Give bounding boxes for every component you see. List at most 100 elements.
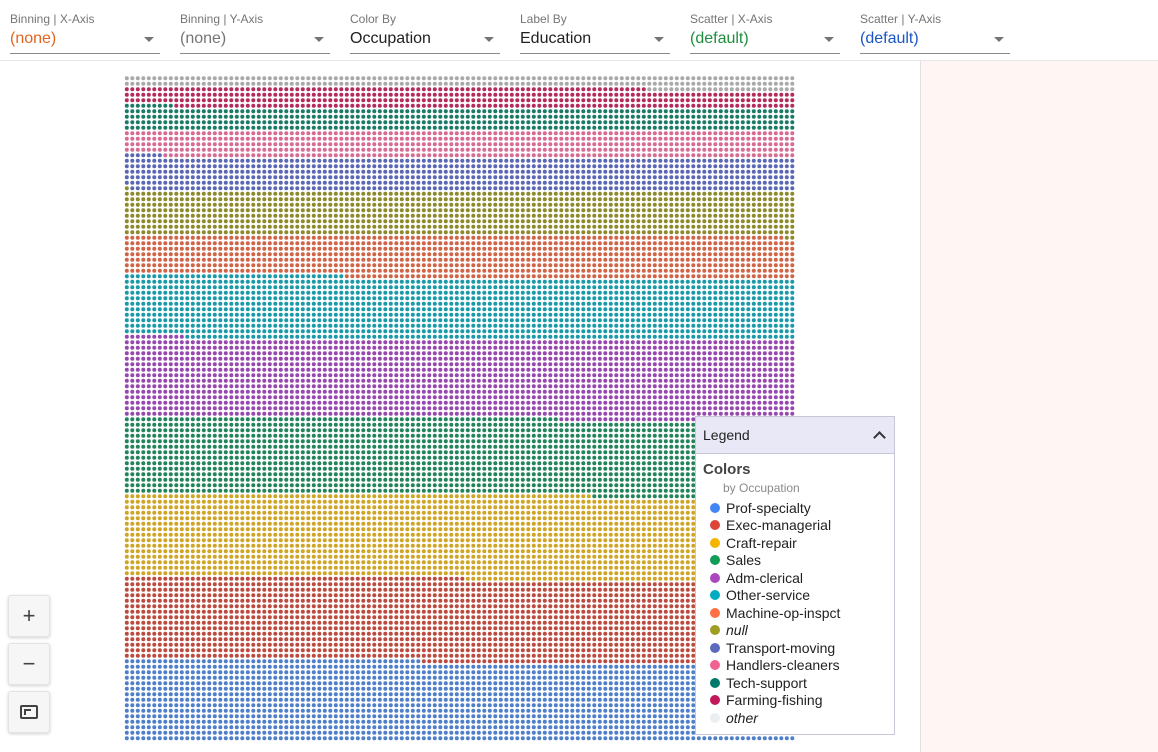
color-by-label: Color By xyxy=(350,12,397,26)
binning-y-axis-label: Binning | Y-Axis xyxy=(180,12,264,26)
dropdown-underline xyxy=(520,53,670,54)
dot-group-machine-op-inspct xyxy=(124,235,795,279)
plus-icon: + xyxy=(22,603,36,628)
legend-color-dot xyxy=(710,642,720,653)
dot-group-other xyxy=(124,76,795,92)
legend-color-dot xyxy=(710,712,720,723)
dot-grid xyxy=(124,76,795,741)
scatter-x-axis-label: Scatter | X-Axis xyxy=(690,12,773,26)
fit-to-screen-button[interactable] xyxy=(8,691,50,733)
legend-item-label: Other-service xyxy=(726,587,811,604)
dropdown-underline xyxy=(690,53,840,54)
legend-list: Prof-specialty Exec-managerial Craft-repai… xyxy=(696,499,894,727)
legend-item-label: Farming-fishing xyxy=(726,692,823,709)
legend-header[interactable]: Legend xyxy=(696,417,894,454)
legend-item-label: Craft-repair xyxy=(726,534,797,551)
legend-color-dot xyxy=(710,572,720,583)
legend-color-dot xyxy=(710,607,720,618)
legend-item[interactable]: Transport-moving xyxy=(696,639,894,657)
legend-color-dot xyxy=(710,660,720,671)
dot-group-handlers-cleaners xyxy=(124,131,795,158)
dot-group-craft-repair xyxy=(124,494,795,581)
binning-y-axis-dropdown[interactable]: Binning | Y-Axis (none) xyxy=(180,10,330,54)
legend-item-label: Exec-managerial xyxy=(726,517,832,534)
chevron-down-icon xyxy=(824,37,834,42)
scatter-y-axis-value: (default) xyxy=(860,30,919,47)
legend-item[interactable]: null xyxy=(696,622,894,640)
legend-subtitle: by Occupation xyxy=(723,481,800,495)
legend-item[interactable]: Sales xyxy=(696,552,894,570)
fit-screen-icon xyxy=(20,705,38,719)
dot-group-prof-specialty xyxy=(124,659,795,741)
dropdown-underline xyxy=(350,53,500,54)
legend-item[interactable]: Adm-clerical xyxy=(696,569,894,587)
dot-group-exec-managerial xyxy=(124,576,795,664)
chevron-down-icon xyxy=(654,37,664,42)
scatter-y-axis-label: Scatter | Y-Axis xyxy=(860,12,942,26)
legend-item[interactable]: Tech-support xyxy=(696,674,894,692)
legend-item-label: Machine-op-inspct xyxy=(726,604,841,621)
toolbar-divider xyxy=(0,60,1158,61)
label-by-dropdown[interactable]: Label By Education xyxy=(520,10,670,54)
dot-group-sales xyxy=(124,417,795,499)
legend-item[interactable]: Prof-specialty xyxy=(696,499,894,517)
label-by-label: Label By xyxy=(520,12,567,26)
chevron-down-icon xyxy=(484,37,494,42)
binning-y-axis-value: (none) xyxy=(180,30,227,47)
dot-group-tech-support xyxy=(124,103,795,130)
side-panel xyxy=(921,61,1158,752)
dropdown-underline xyxy=(180,53,330,54)
legend-item[interactable]: other xyxy=(696,709,894,727)
legend-item-label: Prof-specialty xyxy=(726,499,811,516)
binning-x-axis-dropdown[interactable]: Binning | X-Axis (none) xyxy=(10,10,160,54)
dot-group-null xyxy=(124,186,795,240)
dot-group-farming-fishing xyxy=(124,87,795,108)
legend-color-dot xyxy=(710,537,720,548)
legend-title: Colors xyxy=(703,461,751,478)
color-by-dropdown[interactable]: Color By Occupation xyxy=(350,10,500,54)
legend-item-label: other xyxy=(726,709,758,726)
binning-x-axis-label: Binning | X-Axis xyxy=(10,12,95,26)
color-by-value: Occupation xyxy=(350,30,431,47)
binning-x-axis-value: (none) xyxy=(10,30,57,47)
chevron-up-icon[interactable] xyxy=(873,431,886,444)
legend-color-dot xyxy=(710,555,720,566)
label-by-value: Education xyxy=(520,30,592,47)
scatter-x-axis-dropdown[interactable]: Scatter | X-Axis (default) xyxy=(690,10,840,54)
legend-item-label: Transport-moving xyxy=(726,639,836,656)
legend-header-label: Legend xyxy=(703,427,750,443)
toolbar: Binning | X-Axis (none) Binning | Y-Axis… xyxy=(0,0,1158,60)
dropdown-underline xyxy=(10,53,160,54)
legend-panel: Legend Colors by Occupation Prof-special… xyxy=(695,416,895,735)
legend-color-dot xyxy=(710,520,720,531)
legend-item[interactable]: Machine-op-inspct xyxy=(696,604,894,622)
legend-item[interactable]: Other-service xyxy=(696,587,894,605)
minus-icon: − xyxy=(22,651,36,676)
zoom-out-button[interactable]: − xyxy=(8,643,50,685)
chevron-down-icon xyxy=(314,37,324,42)
dot-group-transport-moving xyxy=(124,153,795,191)
legend-item[interactable]: Farming-fishing xyxy=(696,692,894,710)
scatter-y-axis-dropdown[interactable]: Scatter | Y-Axis (default) xyxy=(860,10,1010,54)
legend-item-label: Tech-support xyxy=(726,674,807,691)
dot-group-adm-clerical xyxy=(124,334,795,422)
legend-color-dot xyxy=(710,695,720,706)
legend-item-label: Sales xyxy=(726,552,762,569)
legend-item[interactable]: Handlers-cleaners xyxy=(696,657,894,675)
dot-grid-cells xyxy=(124,76,795,741)
legend-item[interactable]: Craft-repair xyxy=(696,534,894,552)
legend-item[interactable]: Exec-managerial xyxy=(696,517,894,535)
zoom-in-button[interactable]: + xyxy=(8,595,50,637)
legend-color-dot xyxy=(710,502,720,513)
chevron-down-icon xyxy=(994,37,1004,42)
legend-color-dot xyxy=(710,677,720,688)
legend-item-label: Handlers-cleaners xyxy=(726,657,840,674)
dot-group-other-service xyxy=(124,274,795,339)
legend-item-label: null xyxy=(726,622,748,639)
panel-divider xyxy=(920,61,921,752)
scatter-x-axis-value: (default) xyxy=(690,30,749,47)
legend-color-dot xyxy=(710,625,720,636)
chevron-down-icon xyxy=(144,37,154,42)
dropdown-underline xyxy=(860,53,1010,54)
legend-color-dot xyxy=(710,590,720,601)
